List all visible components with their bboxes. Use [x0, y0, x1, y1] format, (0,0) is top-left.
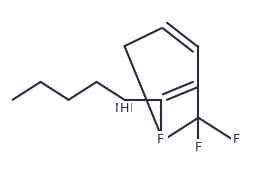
Text: NH: NH — [115, 102, 134, 115]
Text: F: F — [157, 133, 164, 146]
Text: F: F — [233, 133, 240, 146]
Text: N: N — [157, 134, 166, 147]
Text: F: F — [195, 141, 202, 154]
Text: H: H — [120, 102, 129, 115]
